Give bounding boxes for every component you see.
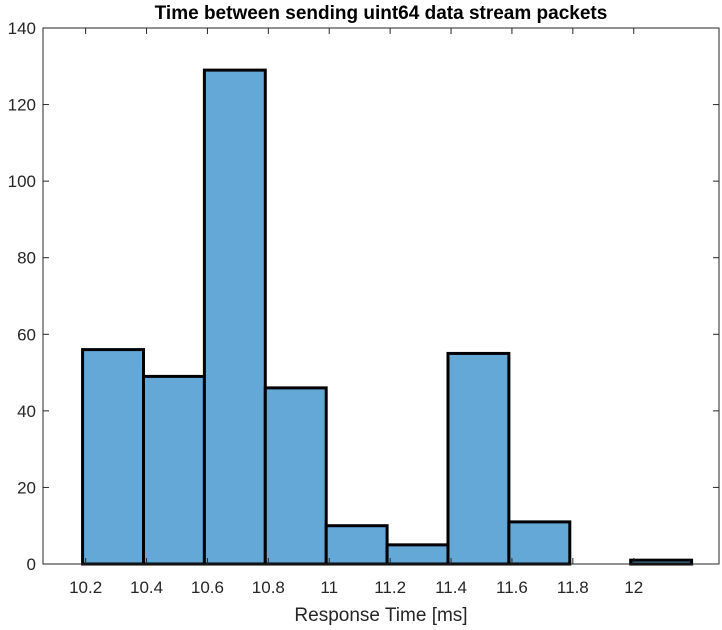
x-tick-label: 10.2 [69,578,102,597]
x-axis-label: Response Time [ms] [294,605,467,626]
histogram-bar [629,558,694,566]
x-tick-label: 10.4 [130,578,163,597]
axes-box [42,27,720,565]
histogram-bar [507,520,572,566]
x-tick-label: 11.6 [496,578,528,597]
x-tick-label: 10.8 [252,578,285,597]
y-tick-label: 20 [17,478,36,497]
y-tick-label: 40 [17,402,36,421]
histogram-bar [263,386,328,566]
y-tick-label: 80 [17,249,36,268]
histogram-bar [324,524,389,566]
y-tick-label: 100 [8,172,36,191]
histogram-bar [202,68,267,566]
chart-title: Time between sending uint64 data stream … [155,3,608,24]
y-tick-label: 140 [8,19,36,38]
x-tick-label: 11 [320,578,338,597]
y-tick-label: 60 [17,325,36,344]
histogram-bar [81,348,145,566]
ticks-group: 10.2 10.4 10.6 10.8 11 11.2 11.4 11.6 11.8 120204… [8,19,719,597]
histogram-bar [385,543,450,566]
x-tick-label: 11.8 [557,578,589,597]
x-tick-label: 11.2 [374,578,406,597]
bars-group [81,68,694,566]
histogram-bar [141,374,206,566]
y-tick-label: 120 [8,96,36,115]
x-tick-label: 10.6 [191,578,224,597]
x-tick-label: 11.4 [435,578,467,597]
histogram-bar [446,351,511,566]
x-tick-label: 12 [624,578,643,597]
y-tick-label: 0 [27,555,36,574]
